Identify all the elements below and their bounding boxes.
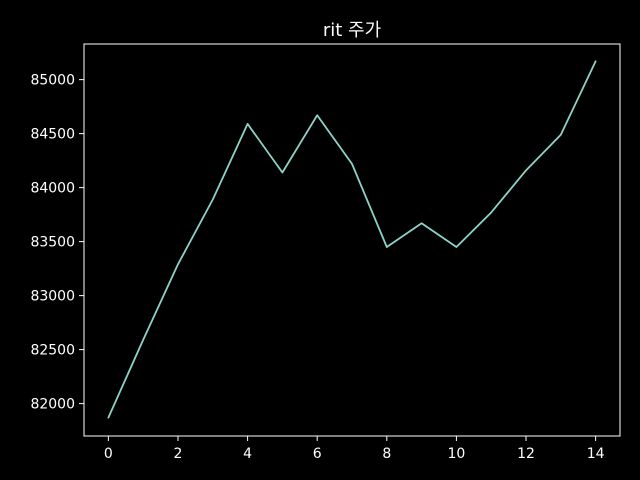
y-tick-label: 84500 bbox=[30, 127, 75, 143]
x-tick-label: 8 bbox=[382, 446, 391, 462]
y-tick-label: 84000 bbox=[30, 181, 75, 197]
x-tick-label: 14 bbox=[587, 446, 605, 462]
y-tick-label: 82500 bbox=[30, 343, 75, 359]
plot-frame bbox=[83, 43, 621, 437]
y-tick-label: 85000 bbox=[30, 73, 75, 89]
x-tick-label: 12 bbox=[517, 446, 535, 462]
x-tick-label: 0 bbox=[104, 446, 113, 462]
y-tick-label: 83000 bbox=[30, 289, 75, 305]
x-tick-label: 4 bbox=[243, 446, 252, 462]
chart-title: rit 주가 bbox=[323, 20, 381, 41]
x-tick-label: 2 bbox=[174, 446, 183, 462]
x-tick-label: 10 bbox=[448, 446, 466, 462]
y-tick-label: 83500 bbox=[30, 235, 75, 251]
axes bbox=[83, 43, 621, 437]
series-line bbox=[107, 60, 597, 419]
series bbox=[107, 60, 597, 419]
x-tick-label: 6 bbox=[313, 446, 322, 462]
y-tick-label: 82000 bbox=[30, 397, 75, 413]
ticks: 0 2 4 6 8 10 12 14 82000 82500 83000 83500 84000 8450… bbox=[30, 73, 604, 462]
